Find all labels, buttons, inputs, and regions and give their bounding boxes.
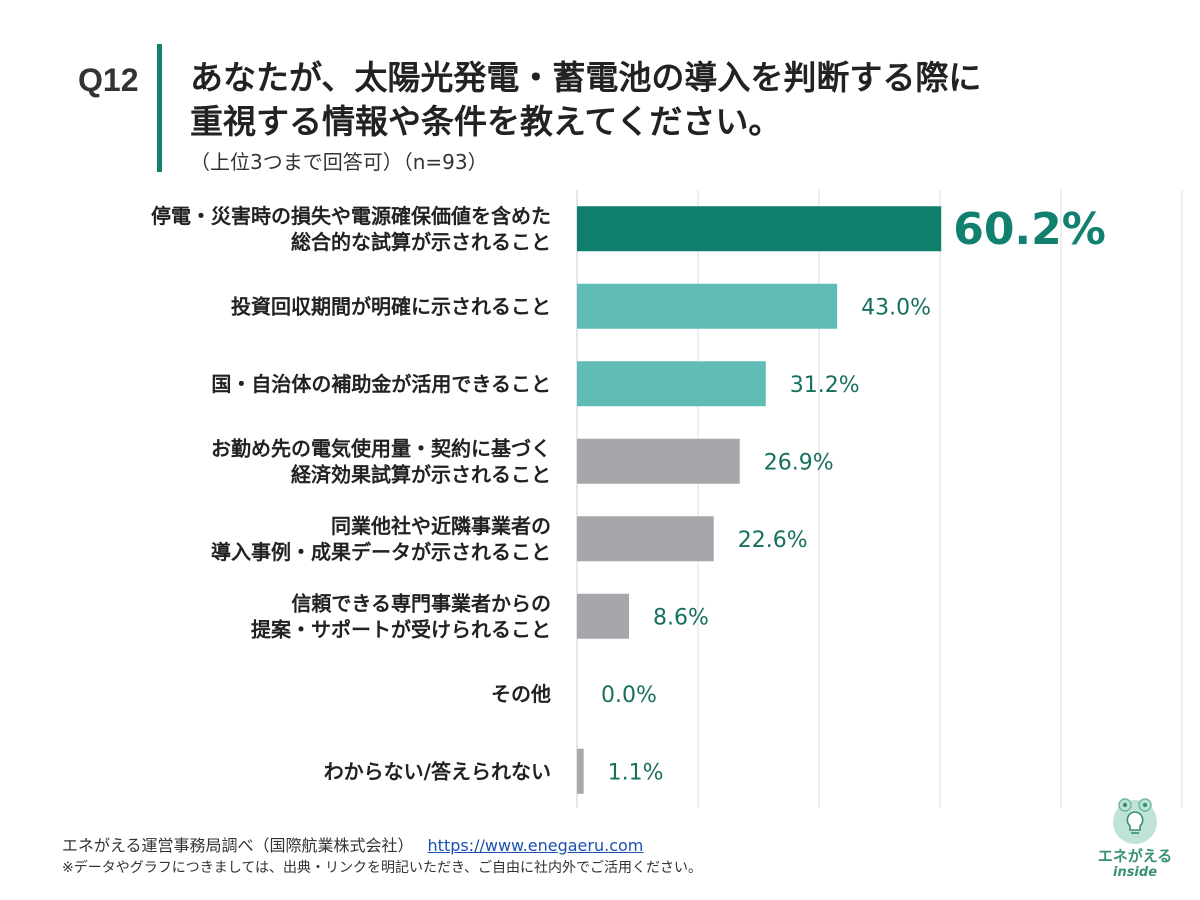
source-link[interactable]: https://www.enegaeru.com bbox=[427, 836, 644, 855]
bar bbox=[577, 206, 942, 252]
category-label: 同業他社や近隣事業者の bbox=[331, 514, 551, 538]
category-label: お勤め先の電気使用量・契約に基づく bbox=[211, 436, 551, 460]
value-label: 60.2% bbox=[953, 204, 1106, 255]
category-label: わからない/答えられない bbox=[324, 759, 551, 783]
category-label: 導入事例・成果データが示されること bbox=[211, 540, 551, 564]
footer-source: エネがえる運営事務局調べ（国際航業株式会社） https://www.enegae… bbox=[62, 832, 643, 856]
category-labels: 停電・災害時の損失や電源確保価値を含めた総合的な試算が示されること投資回収期間が… bbox=[151, 204, 551, 784]
value-label: 26.9% bbox=[764, 450, 834, 475]
value-label: 31.2% bbox=[790, 373, 860, 398]
value-label: 0.0% bbox=[601, 683, 657, 708]
category-label: その他 bbox=[491, 682, 551, 706]
source-text: エネがえる運営事務局調べ（国際航業株式会社） bbox=[62, 836, 414, 855]
category-label: 経済効果試算が示されること bbox=[291, 462, 551, 486]
value-label: 43.0% bbox=[861, 295, 931, 320]
bar bbox=[577, 361, 766, 407]
category-label: 投資回収期間が明確に示されること bbox=[231, 294, 551, 318]
value-label: 8.6% bbox=[653, 605, 709, 630]
enegaeru-logo: エネがえる inside bbox=[1090, 795, 1180, 890]
logo-subtext: inside bbox=[1112, 865, 1158, 880]
page-subtitle: （上位3つまで回答可）（n=93） bbox=[190, 150, 488, 174]
value-label: 1.1% bbox=[608, 760, 664, 785]
category-label: 国・自治体の補助金が活用できること bbox=[211, 372, 551, 396]
bar bbox=[577, 748, 584, 794]
bar bbox=[577, 516, 714, 562]
bars bbox=[577, 206, 942, 794]
category-label: 停電・災害時の損失や電源確保価値を含めた bbox=[151, 204, 551, 228]
category-label: 信頼できる専門事業者からの bbox=[291, 591, 551, 615]
bar-chart: 停電・災害時の損失や電源確保価値を含めた総合的な試算が示されること投資回収期間が… bbox=[151, 190, 1183, 808]
bar bbox=[577, 283, 838, 329]
grid-lines bbox=[576, 190, 1183, 808]
question-number: Q12 bbox=[78, 62, 139, 98]
title-line-2: 重視する情報や条件を教えてください。 bbox=[190, 102, 782, 141]
category-label: 総合的な試算が示されること bbox=[291, 230, 551, 254]
value-label: 22.6% bbox=[738, 528, 808, 553]
value-labels: 60.2% 43.0% 31.2% 26.9% 22.6% 8.6% 0.0% 1.1% bbox=[601, 204, 1106, 786]
title-line-1: あなたが、太陽光発電・蓄電池の導入を判断する際に bbox=[190, 58, 982, 97]
logo-text: エネがえる bbox=[1097, 847, 1173, 865]
question-divider bbox=[157, 44, 162, 172]
page-title: あなたが、太陽光発電・蓄電池の導入を判断する際に 重視する情報や条件を教えてくだ… bbox=[190, 56, 981, 144]
footer-note: ※データやグラフにつきましては、出典・リンクを明記いただき、ご自由に社内外でご活… bbox=[62, 860, 703, 876]
lightbulb-frog-icon bbox=[1113, 798, 1157, 844]
bar bbox=[577, 593, 630, 639]
category-label: 提案・サポートが受けられること bbox=[251, 617, 551, 641]
bar bbox=[577, 438, 740, 484]
